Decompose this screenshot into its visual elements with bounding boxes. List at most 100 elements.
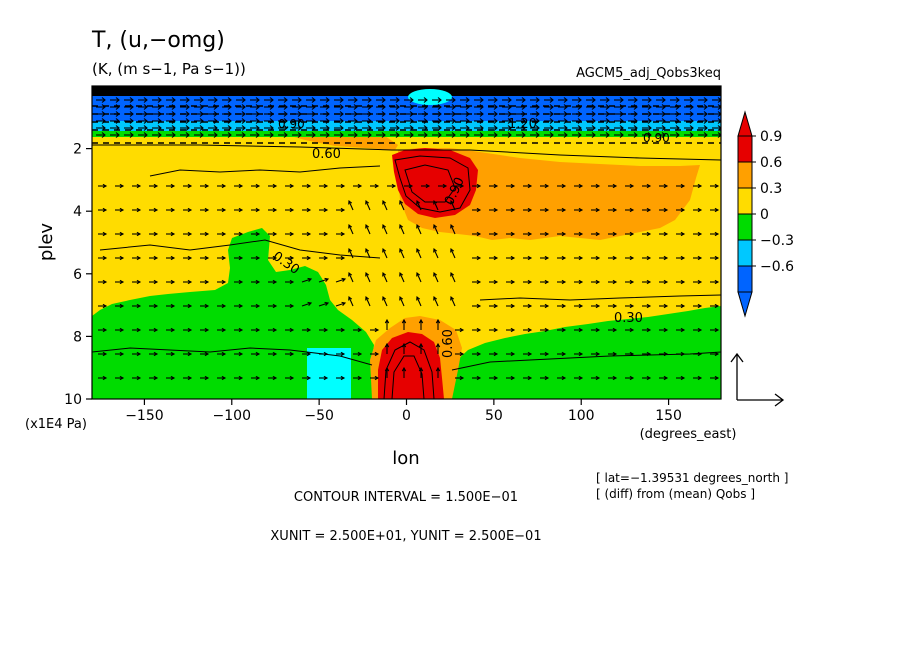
wind-vector [320,125,330,131]
wind-vector [319,351,329,357]
wind-vector [628,125,638,131]
wind-vector [365,247,371,259]
wind-vector [506,327,516,333]
y-tick-label: 10 [64,392,82,408]
wind-vector [292,132,302,138]
wind-vector [591,255,601,261]
wind-vector [628,97,638,103]
wind-vector [132,351,142,357]
wind-vector [591,351,601,357]
wind-vector [488,97,498,103]
wind-vector [625,255,635,261]
wind-vector [600,132,610,138]
wind-vector [236,111,246,117]
wind-vector [642,255,652,261]
wind-vector [180,97,190,103]
wind-vector [418,97,428,103]
wind-vector [362,118,372,124]
wind-vector [614,111,624,117]
wind-vector [523,375,533,381]
wind-vector [98,231,108,237]
wind-vector [200,207,210,213]
wind-vector [285,375,295,381]
wind-vector [278,132,288,138]
wind-vector [200,183,210,189]
wind-vector [642,303,652,309]
wind-vector [516,104,526,110]
colorbar-label: 0.6 [760,155,782,171]
contour-label: 0.90 [643,131,670,145]
wind-vector [642,118,652,124]
wind-vector [234,303,244,309]
wind-vector [600,118,610,124]
wind-vector [625,375,635,381]
wind-vector [251,279,261,285]
wind-vector [676,279,686,285]
y-tick-label: 4 [73,204,82,220]
wind-vector [301,277,313,283]
wind-vector [710,207,720,213]
wind-vector [418,118,428,124]
wind-vector [234,279,244,285]
wind-vector [488,104,498,110]
wind-vector [387,183,397,189]
wind-vector [302,327,312,333]
wind-vector [138,132,148,138]
wind-vector [450,295,456,307]
wind-vector [684,111,694,117]
wind-vector [183,255,193,261]
wind-vector [268,375,278,381]
wind-vector [382,199,388,211]
wind-vector [320,97,330,103]
x-tick-label: 50 [485,408,503,424]
wind-vector [365,295,371,307]
wind-vector [399,199,405,211]
wind-vector [460,125,470,131]
wind-vector [336,207,346,213]
wind-vector [489,303,499,309]
region-0-9-plus-upper [392,148,478,218]
wind-vector [348,125,358,131]
wind-vector [335,301,347,307]
wind-vector [362,104,372,110]
contour-label: 0.30 [614,311,643,326]
wind-vector [222,132,232,138]
wind-vector [306,118,316,124]
wind-vector [318,277,330,283]
wind-vector [684,97,694,103]
wind-vector [348,97,358,103]
wind-vector [183,207,193,213]
wind-vector [365,223,371,235]
wind-vector [334,104,344,110]
wind-vector [572,132,582,138]
wind-vector [110,97,120,103]
wind-vector [659,279,669,285]
wind-vector [166,183,176,189]
wind-vector [574,351,584,357]
wind-vector [194,125,204,131]
wind-vector [540,375,550,381]
wind-vector [348,247,354,259]
wind-vector [390,111,400,117]
wind-vector [460,97,470,103]
wind-vector [278,104,288,110]
wind-vector [472,231,482,237]
wind-vector [132,207,142,213]
wind-vector [574,375,584,381]
wind-vector [268,231,278,237]
wind-vector [376,97,386,103]
wind-vector [362,132,372,138]
wind-vector [523,351,533,357]
wind-vector [693,207,703,213]
wind-vector [614,132,624,138]
wind-vector [251,303,261,309]
wind-vector [166,118,176,124]
wind-vector [591,303,601,309]
wind-vector [433,271,439,283]
contour-line [92,347,373,366]
wind-vector [236,97,246,103]
wind-vector [608,279,618,285]
wind-vector [222,104,232,110]
wind-vector [530,132,540,138]
wind-vector [502,97,512,103]
